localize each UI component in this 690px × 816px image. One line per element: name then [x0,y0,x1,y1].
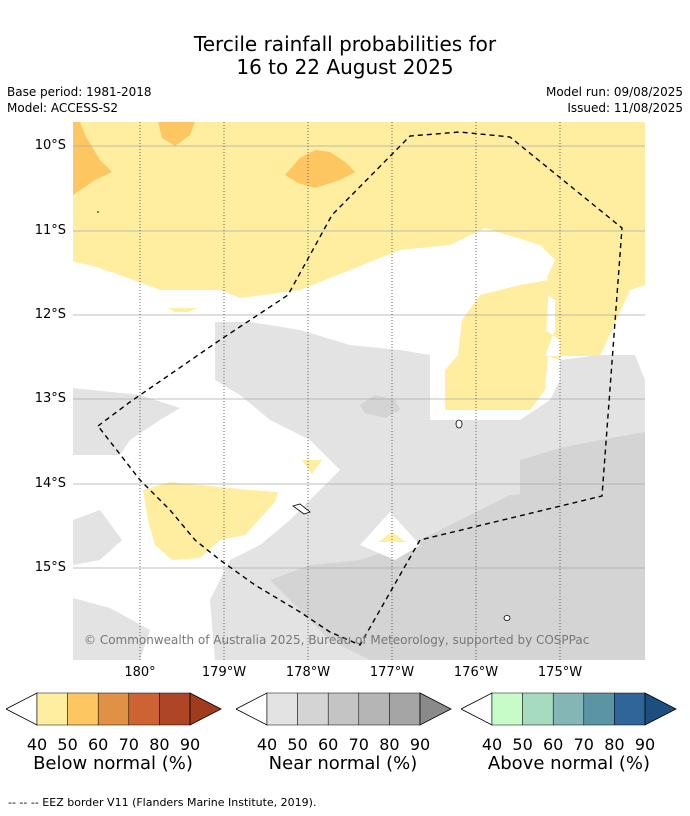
issued-date: Issued: 11/08/2025 [567,101,683,115]
colorbar-tick: 90 [409,735,431,754]
colorbar-tick: 60 [318,735,339,754]
model-run: Model run: 09/08/2025 [545,85,683,99]
lat-label: 10°S [34,138,66,153]
colorbar-tick: 90 [634,735,656,754]
below-normal-50-region [158,122,195,146]
base-period: Base period: 1981-2018 [7,85,152,99]
lon-label: 176°W [453,665,499,680]
colorbar-tick: 50 [57,735,78,754]
copyright-notice: © Commonwealth of Australia 2025, Bureau… [84,633,590,647]
colorbar-tick: 50 [287,735,308,754]
island-shape [97,211,99,213]
below-normal-40-region [302,460,322,474]
near-normal-colorbar [236,692,452,726]
colorbar-tick: 70 [573,735,594,754]
colorbar-tick: 80 [604,735,625,754]
lon-label: 178°W [285,665,331,680]
below-normal-40-region [143,482,278,560]
latitude-gridlines [73,145,645,569]
island-shape [503,615,511,621]
below-normal-colorbar [6,692,222,726]
island-shape [455,419,463,429]
below-normal-40-region [168,308,198,312]
eez-border [97,131,623,646]
near-normal-40-region [73,598,150,660]
colorbar-tick: 70 [118,735,139,754]
near-normal-50-region [360,395,400,418]
colorbar-tick: 40 [26,735,48,754]
colorbar-tick: 80 [379,735,400,754]
map-title-line1: Tercile rainfall probabilities for [193,32,497,56]
colorbar-tick: 80 [149,735,170,754]
above-normal-colorbar [461,692,677,726]
lat-label: 15°S [34,560,66,575]
map-title-line2: 16 to 22 August 2025 [236,55,454,79]
island-shape [292,503,311,515]
colorbar-tick: 60 [543,735,564,754]
near-normal-40-region [73,510,122,565]
below-normal-50-region [285,150,355,188]
lat-label: 11°S [34,223,66,238]
lat-label: 12°S [34,307,66,322]
model-name: Model: ACCESS-S2 [7,101,119,115]
lat-label: 13°S [34,391,66,406]
colorbar-tick: 60 [88,735,109,754]
colorbar-tick: 40 [256,735,278,754]
near-normal-legend-title: Near normal (%) [268,753,418,774]
lon-label: 177°W [369,665,415,680]
near-normal-50-region [270,432,645,660]
colorbar-tick: 40 [481,735,503,754]
below-normal-40-region-east [445,280,548,408]
colorbar-tick: 50 [512,735,533,754]
rainfall-map [73,122,645,660]
near-normal-40-region [73,388,180,455]
above-normal-legend-title: Above normal (%) [487,753,651,774]
lat-label: 14°S [34,476,66,491]
colorbar-tick: 70 [348,735,369,754]
lon-label: 180° [124,665,156,680]
colorbar-tick: 90 [179,735,201,754]
below-normal-legend-title: Below normal (%) [33,753,193,774]
lon-label: 179°W [201,665,247,680]
below-normal-50-region [73,122,112,195]
eez-footnote: -- -- -- EEZ border V11 (Flanders Marine… [8,796,317,809]
lon-label: 175°W [537,665,583,680]
